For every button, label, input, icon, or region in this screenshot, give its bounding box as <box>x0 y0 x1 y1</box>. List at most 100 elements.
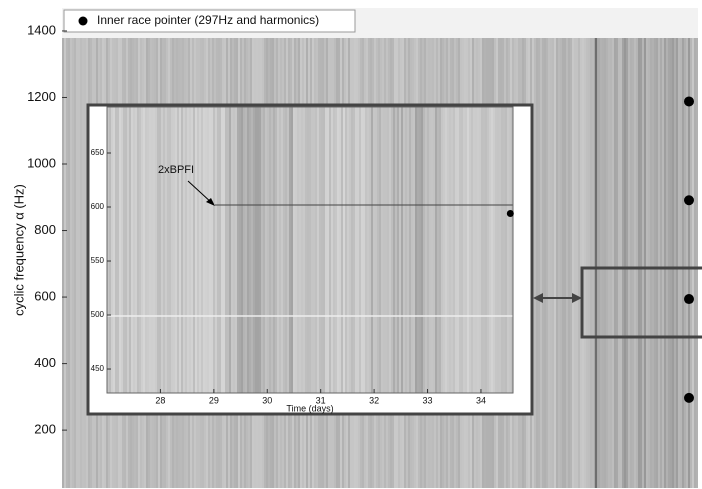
texture <box>435 107 437 393</box>
texture <box>560 38 562 488</box>
texture <box>447 107 449 393</box>
texture <box>405 107 407 393</box>
texture <box>688 38 690 488</box>
texture <box>499 107 501 393</box>
texture <box>423 107 425 393</box>
texture <box>255 107 257 393</box>
texture <box>606 38 608 488</box>
texture <box>582 38 584 488</box>
texture <box>395 107 397 393</box>
texture <box>630 38 632 488</box>
texture <box>413 107 415 393</box>
inset-y-tick-label: 450 <box>91 364 105 373</box>
texture <box>678 38 680 488</box>
texture <box>473 107 475 393</box>
inset-x-tick-label: 28 <box>155 395 165 405</box>
texture <box>197 107 199 393</box>
texture <box>293 107 295 393</box>
texture <box>610 38 612 488</box>
y-tick-label: 1200 <box>27 89 56 104</box>
texture <box>381 107 383 393</box>
texture <box>666 38 668 488</box>
texture <box>179 107 181 393</box>
texture <box>261 107 263 393</box>
texture <box>604 38 606 488</box>
texture <box>457 107 459 393</box>
texture <box>277 107 279 393</box>
texture <box>225 107 227 393</box>
texture <box>568 38 570 488</box>
texture <box>239 107 241 393</box>
texture <box>618 38 620 488</box>
texture <box>355 107 357 393</box>
texture <box>125 107 127 393</box>
texture <box>113 107 115 393</box>
texture <box>654 38 656 488</box>
texture <box>213 107 215 393</box>
texture <box>696 38 698 488</box>
texture <box>481 107 483 393</box>
legend <box>63 9 356 33</box>
texture <box>271 107 273 393</box>
texture <box>578 38 580 488</box>
texture <box>417 107 419 393</box>
texture <box>129 107 131 393</box>
texture <box>550 38 552 488</box>
texture <box>538 38 540 488</box>
texture <box>391 107 393 393</box>
texture <box>80 38 82 488</box>
texture <box>586 38 588 488</box>
texture <box>421 107 423 393</box>
texture <box>243 107 245 393</box>
texture <box>544 38 546 488</box>
texture <box>572 38 574 488</box>
texture <box>674 38 676 488</box>
texture <box>692 38 694 488</box>
texture <box>399 107 401 393</box>
texture <box>139 107 141 393</box>
texture <box>536 38 538 488</box>
texture <box>646 38 648 488</box>
texture <box>351 107 353 393</box>
texture <box>217 107 219 393</box>
texture <box>407 107 409 393</box>
texture <box>181 107 183 393</box>
texture <box>323 107 325 393</box>
inset-y-tick-label: 600 <box>91 202 105 211</box>
texture <box>177 107 179 393</box>
texture <box>379 107 381 393</box>
y-tick-label: 1400 <box>27 22 56 37</box>
texture <box>431 107 433 393</box>
texture <box>301 107 303 393</box>
texture <box>117 107 119 393</box>
texture <box>584 38 586 488</box>
texture <box>70 38 72 488</box>
texture <box>131 107 133 393</box>
texture <box>493 107 495 393</box>
texture <box>191 107 193 393</box>
texture <box>345 107 347 393</box>
texture <box>680 38 682 488</box>
texture <box>185 107 187 393</box>
texture <box>303 107 305 393</box>
texture <box>115 107 117 393</box>
inset-marker <box>506 209 514 217</box>
texture <box>321 107 323 393</box>
texture <box>133 107 135 393</box>
texture <box>281 107 283 393</box>
texture <box>357 107 359 393</box>
texture <box>145 107 147 393</box>
texture <box>365 107 367 393</box>
arrow-head <box>533 293 543 303</box>
texture <box>265 107 267 393</box>
texture <box>335 107 337 393</box>
texture <box>263 107 265 393</box>
texture <box>245 107 247 393</box>
texture <box>602 38 604 488</box>
texture <box>78 38 80 488</box>
texture <box>349 107 351 393</box>
inset-x-label: Time (days) <box>286 403 333 413</box>
texture <box>640 38 642 488</box>
texture <box>403 107 405 393</box>
texture <box>253 107 255 393</box>
